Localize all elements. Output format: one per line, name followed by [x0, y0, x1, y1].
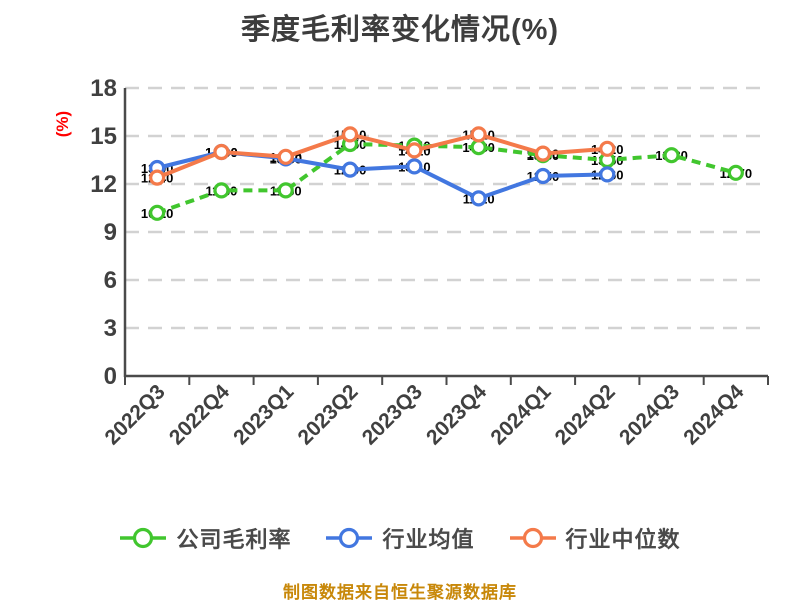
- legend: 公司毛利率 行业均值 行业中位数: [0, 522, 800, 554]
- x-tick-label: 2024Q4: [679, 380, 748, 449]
- data-point-marker: [277, 148, 294, 165]
- data-point-marker: [149, 204, 166, 221]
- legend-marker-orange-icon: [509, 527, 556, 549]
- data-point-marker: [470, 139, 487, 156]
- x-tick-label: 2023Q1: [229, 380, 298, 449]
- x-tick-label: 2023Q3: [358, 380, 427, 449]
- y-tick-label: 6: [104, 267, 117, 294]
- data-point-marker: [341, 126, 359, 143]
- data-point-marker: [470, 190, 487, 207]
- x-tick-label: 2022Q3: [101, 380, 170, 449]
- data-point-marker: [213, 182, 230, 199]
- legend-item-industry-median: 行业中位数: [509, 522, 681, 554]
- y-tick-label: 3: [104, 315, 117, 342]
- legend-label: 行业均值: [382, 527, 475, 552]
- data-point-marker: [663, 147, 680, 164]
- data-point-marker: [213, 143, 230, 161]
- x-tick-label: 2024Q2: [551, 380, 620, 449]
- y-tick-label: 9: [104, 219, 117, 246]
- legend-marker-blue-icon: [326, 527, 373, 549]
- data-point-marker: [277, 182, 294, 199]
- data-point-marker: [341, 161, 359, 178]
- data-point-marker: [599, 166, 616, 183]
- data-point-marker: [149, 169, 166, 186]
- x-tick-label: 2023Q2: [293, 380, 362, 449]
- y-tick-label: 15: [90, 123, 117, 150]
- chart-title: 季度毛利率变化情况(%): [240, 14, 560, 46]
- data-point-marker: [406, 142, 423, 159]
- legend-item-company-margin: 公司毛利率: [119, 522, 291, 554]
- data-point-marker: [534, 167, 552, 185]
- legend-label: 行业中位数: [565, 527, 681, 552]
- legend-item-industry-mean: 行业均值: [325, 522, 474, 554]
- x-tick-label: 2022Q4: [165, 380, 234, 449]
- x-tick-label: 2024Q3: [615, 380, 684, 449]
- legend-marker-green-icon: [120, 527, 167, 549]
- data-point-marker: [470, 126, 487, 143]
- y-tick-label: 0: [104, 363, 117, 390]
- data-point-marker: [599, 140, 616, 157]
- x-tick-label: 2023Q4: [422, 380, 491, 449]
- legend-label: 公司毛利率: [176, 527, 292, 552]
- x-tick-label: 2024Q1: [486, 380, 555, 449]
- series-line-2: [155, 132, 610, 180]
- y-tick-label: 12: [90, 171, 117, 198]
- y-tick-label: 18: [90, 75, 117, 102]
- data-point-marker: [534, 145, 552, 162]
- data-point-marker: [727, 164, 744, 181]
- data-source-note: 制图数据来自恒生聚源数据库: [283, 583, 517, 600]
- series-line-0: [156, 142, 737, 215]
- data-point-marker: [406, 158, 423, 175]
